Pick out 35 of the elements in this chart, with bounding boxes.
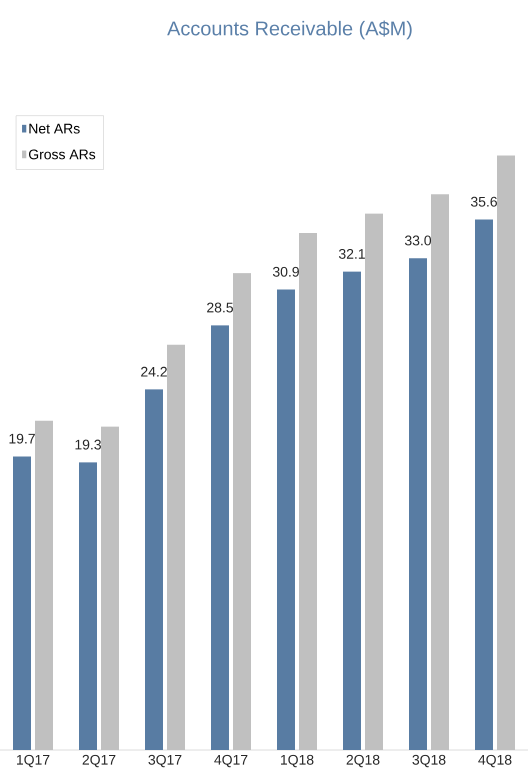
bar — [13, 456, 31, 750]
bar — [232, 273, 251, 750]
x-tick-label: 4Q18 — [478, 754, 512, 768]
x-tick-label: 3Q17 — [148, 754, 182, 768]
bar — [101, 426, 119, 750]
data-label: 19.7 — [9, 434, 35, 444]
bar — [342, 272, 361, 750]
data-label: 19.3 — [75, 440, 101, 450]
legend-label: Net ARs — [29, 124, 80, 134]
x-tick-label: 2Q17 — [82, 754, 116, 768]
x-tick-label: 4Q17 — [214, 754, 248, 768]
bar — [79, 462, 97, 750]
bar — [364, 214, 383, 750]
bar — [496, 155, 515, 750]
x-tick-label: 1Q18 — [281, 754, 314, 768]
data-label: 35.6 — [470, 196, 497, 207]
legend-label: Gross ARs — [28, 149, 96, 160]
bar — [167, 344, 185, 750]
bar — [298, 232, 317, 750]
x-tick-label: 1Q17 — [17, 754, 50, 768]
chart-title: Accounts Receivable (A$M) — [167, 20, 412, 40]
data-label: 30.9 — [272, 266, 299, 277]
bar — [35, 420, 53, 750]
data-label: 32.1 — [338, 248, 365, 259]
data-label: 28.5 — [207, 302, 233, 312]
bar — [276, 290, 295, 750]
data-label: 24.2 — [141, 366, 167, 377]
bar — [210, 325, 229, 750]
bar — [430, 194, 449, 750]
x-tick-label: 3Q18 — [412, 754, 446, 768]
bar — [408, 258, 427, 750]
bar — [145, 389, 163, 750]
x-tick-label: 2Q18 — [346, 754, 380, 768]
data-label: 33.0 — [404, 236, 432, 246]
bar — [474, 220, 493, 750]
